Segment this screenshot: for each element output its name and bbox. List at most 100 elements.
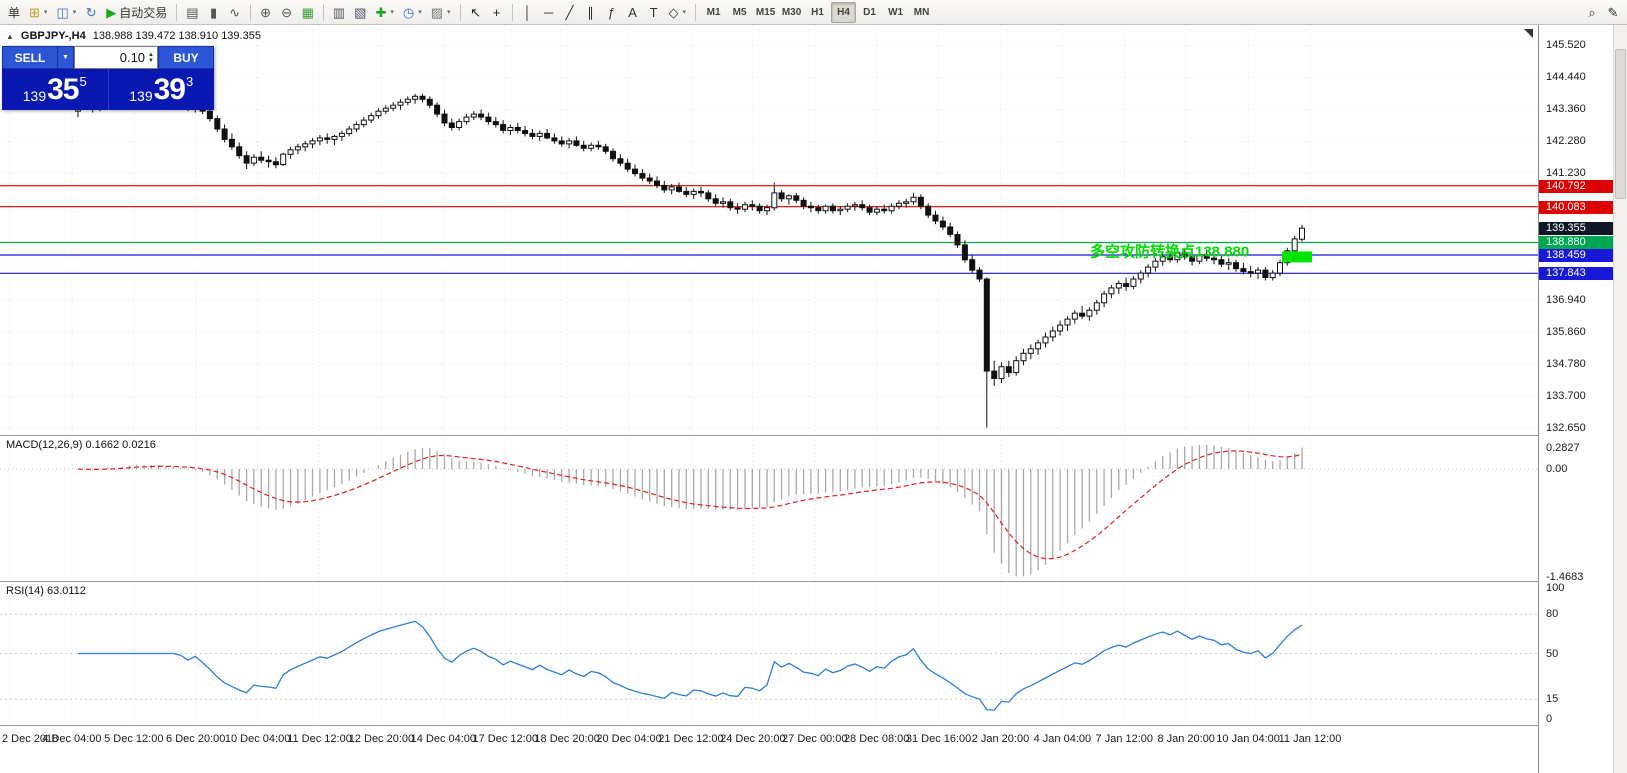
vertical-line-icon: │ <box>523 4 532 20</box>
bar-chart-type-icon: ▤ <box>186 4 199 20</box>
price-level-badge: 138.459 <box>1539 249 1614 262</box>
bar-chart-type-icon[interactable]: ▤ <box>182 2 202 23</box>
svg-text:多空攻防转换点138.880: 多空攻防转换点138.880 <box>1090 243 1249 261</box>
time-axis-label: 24 Dec 20:00 <box>720 733 786 745</box>
macd-panel[interactable] <box>0 436 1538 581</box>
line-chart-type-icon: ∿ <box>229 4 241 20</box>
trendline-icon: ╱ <box>565 4 574 20</box>
dropdown-caret-icon: ▾ <box>682 9 687 16</box>
vertical-scrollbar[interactable] <box>1613 25 1627 773</box>
timeframe-m15[interactable]: M15 <box>753 2 778 23</box>
chevron-down-icon: ▼ <box>62 54 69 61</box>
timeframe-mn-label: MN <box>913 6 930 18</box>
rsi-panel[interactable] <box>0 582 1538 725</box>
timeframe-h4[interactable]: H4 <box>831 1 857 23</box>
shapes-icon[interactable]: ◇ ▾ <box>665 2 691 23</box>
tile-windows-icon[interactable]: ▥ <box>329 2 349 23</box>
zoom-in-icon[interactable]: ⊕ <box>256 2 276 23</box>
time-axis-label: 4 Dec 04:00 <box>42 733 102 745</box>
periodicity-icon: ◷ <box>402 4 415 20</box>
current-bar-ohlc: 138.988 139.472 138.910 139.355 <box>92 30 261 42</box>
zoom-out-icon[interactable]: ⊖ <box>277 2 297 23</box>
buy-button[interactable]: BUY <box>158 46 214 69</box>
buy-price-pip: 3 <box>186 74 194 89</box>
time-axis-label: 6 Dec 20:00 <box>166 733 226 745</box>
new-order-button[interactable]: 单 <box>4 2 24 23</box>
lot-size-input[interactable]: 0.10 ▲ ▼ <box>74 46 158 69</box>
timeframe-m1[interactable]: M1 <box>701 2 726 23</box>
sell-price-prefix: 139 <box>22 88 47 104</box>
channel-icon[interactable]: ∥ <box>581 2 601 23</box>
price-level-badge: 140.083 <box>1539 201 1614 214</box>
new-chart-icon[interactable]: ⊞ ▾ <box>25 2 51 23</box>
timeframe-h1[interactable]: H1 <box>805 2 830 23</box>
search-icon: ⌕ <box>1588 4 1596 20</box>
panel-separator[interactable] <box>0 725 1612 726</box>
chart-window: 多空攻防转换点138.880 ▲ GBPJPY-,H4 138.988 139.… <box>0 25 1627 773</box>
candlestick-chart[interactable]: 多空攻防转换点138.880 <box>0 25 1538 435</box>
search-icon[interactable]: ⌕ <box>1582 2 1602 23</box>
trendline-icon[interactable]: ╱ <box>560 2 580 23</box>
candlestick-type-icon[interactable]: ▮ <box>204 2 224 23</box>
panel-separator[interactable] <box>0 435 1612 436</box>
label-icon[interactable]: T <box>644 2 664 23</box>
text-icon[interactable]: A <box>623 2 643 23</box>
price-level-badge: 137.843 <box>1539 267 1614 280</box>
line-chart-type-icon[interactable]: ∿ <box>225 2 245 23</box>
grid-icon[interactable]: ▦ <box>298 2 318 23</box>
profiles-icon[interactable]: ◫ ▾ <box>52 2 80 23</box>
cascade-windows-icon[interactable]: ▧ <box>350 2 370 23</box>
timeframe-d1[interactable]: D1 <box>857 2 882 23</box>
dropdown-caret-icon: ▾ <box>418 9 422 16</box>
dropdown-caret-icon: ▾ <box>72 9 77 16</box>
price-axis-label: 144.440 <box>1546 71 1586 83</box>
symbol-info: ▲ GBPJPY-,H4 138.988 139.472 138.910 139… <box>6 30 261 42</box>
rsi-axis-label: 100 <box>1546 582 1565 594</box>
timeframe-h4-label: H4 <box>837 6 850 18</box>
templates-icon[interactable]: ▨ ▾ <box>427 2 455 23</box>
timeframe-w1[interactable]: W1 <box>883 2 908 23</box>
cursor-icon[interactable]: ↖ <box>466 2 486 23</box>
time-axis-label: 10 Jan 04:00 <box>1216 733 1280 745</box>
price-axis[interactable]: 145.520 144.440 143.360 142.280 141.230 136.9… <box>1538 25 1614 773</box>
quick-edit-icon[interactable]: ✎ <box>1603 2 1623 23</box>
lot-stepper[interactable]: ▲ ▼ <box>148 52 154 64</box>
macd-label: MACD(12,26,9) 0.1662 0.0216 <box>6 439 156 451</box>
price-axis-label: 143.360 <box>1546 103 1586 115</box>
scrollbar-thumb[interactable] <box>1615 49 1626 199</box>
collapse-trade-panel-icon[interactable]: ▲ <box>6 31 14 41</box>
buy-price[interactable]: 139 39 3 <box>109 69 215 110</box>
price-axis-label: 141.230 <box>1546 167 1586 179</box>
time-axis-label: 27 Dec 00:00 <box>782 733 848 745</box>
price-axis-label: 132.650 <box>1546 422 1586 434</box>
auto-trading-button[interactable]: ▶ 自动交易 <box>102 2 171 23</box>
timeframe-d1-label: D1 <box>863 6 876 18</box>
price-axis-label: 133.700 <box>1546 390 1586 402</box>
sell-price-big: 35 <box>47 72 79 106</box>
timeframe-m30[interactable]: M30 <box>779 2 804 23</box>
label-icon: T <box>649 4 658 20</box>
toolbar-separator <box>695 3 697 21</box>
time-axis-label: 2 Jan 20:00 <box>971 733 1030 745</box>
timeframe-m5[interactable]: M5 <box>727 2 752 23</box>
time-axis-label: 12 Dec 20:00 <box>348 733 415 745</box>
time-axis[interactable]: 2 Dec 2018 4 Dec 04:00 5 Dec 12:00 6 Dec 20… <box>0 726 1538 773</box>
crosshair-icon[interactable]: + <box>487 2 507 23</box>
stepper-down-icon: ▼ <box>148 57 154 64</box>
sell-button[interactable]: SELL <box>2 46 58 69</box>
timeframe-m30-label: M30 <box>781 6 802 18</box>
timeframe-mn[interactable]: MN <box>909 2 934 23</box>
refresh-icon[interactable]: ↻ <box>81 2 101 23</box>
panel-separator[interactable] <box>0 581 1612 582</box>
toolbar-separator <box>176 3 178 21</box>
periodicity-icon[interactable]: ◷ ▾ <box>399 2 426 23</box>
vertical-line-icon[interactable]: │ <box>518 2 538 23</box>
toolbar-separator <box>459 3 461 21</box>
horizontal-line-icon[interactable]: ─ <box>539 2 559 23</box>
time-axis-label: 21 Dec 12:00 <box>658 733 724 745</box>
order-type-dropdown[interactable]: ▼ <box>58 46 74 69</box>
sell-price[interactable]: 139 35 5 <box>2 69 108 110</box>
indicators-icon[interactable]: ✚ ▾ <box>371 2 397 23</box>
fibonacci-icon[interactable]: ƒ <box>602 2 622 23</box>
